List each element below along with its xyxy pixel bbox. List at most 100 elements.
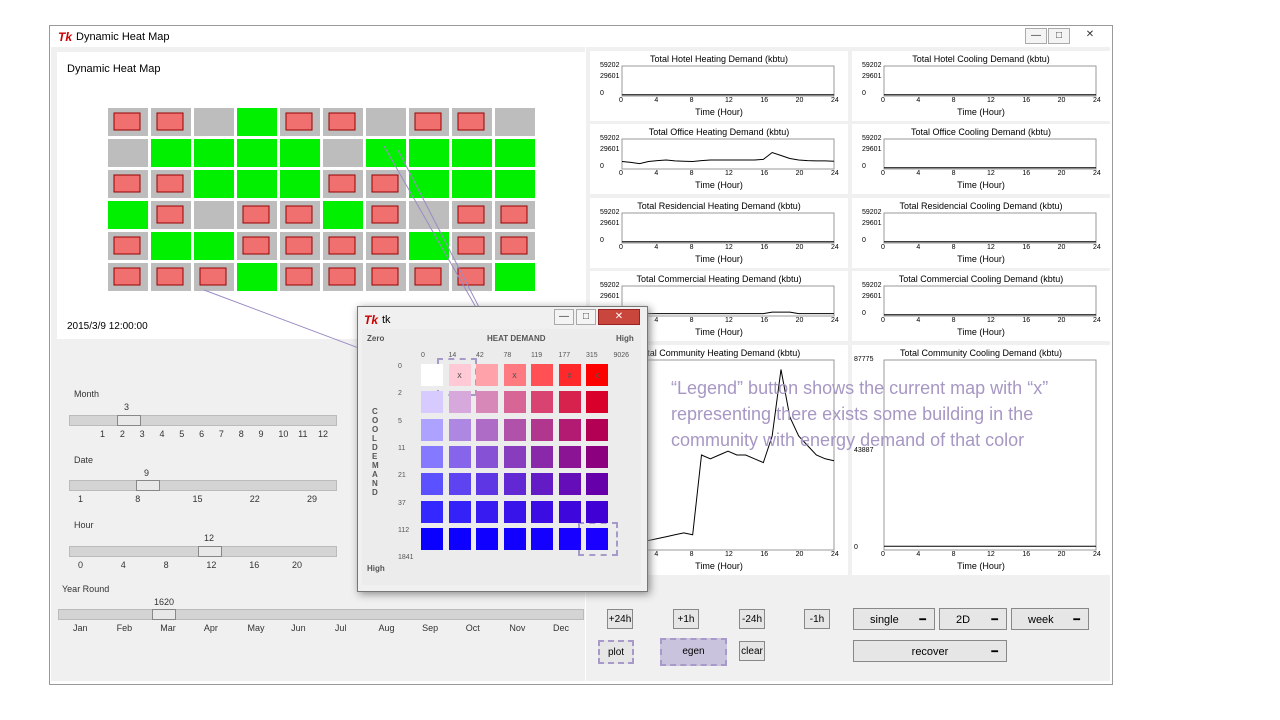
- building-marker: [285, 236, 313, 255]
- building-marker: [285, 205, 313, 224]
- x-tick-label: 20: [1057, 170, 1066, 177]
- legend-color-cell: [586, 445, 608, 468]
- plus-1h-button[interactable]: +1h: [673, 609, 699, 629]
- chart-plot: [621, 65, 835, 97]
- chart-plot: [621, 212, 835, 244]
- hour-slider-thumb[interactable]: [198, 546, 222, 557]
- dimension-dropdown[interactable]: 2D ━: [939, 608, 1007, 630]
- x-tick-label: 0: [881, 97, 885, 104]
- cool-tick-label: 5: [398, 417, 402, 425]
- maximize-button[interactable]: □: [1048, 28, 1070, 44]
- slider-tick-label: 6: [199, 429, 205, 439]
- x-tick-label: 8: [689, 170, 694, 177]
- y-tick-label: 29601: [600, 73, 620, 80]
- legend-maximize-button[interactable]: □: [576, 309, 596, 325]
- minus-24h-button[interactable]: -24h: [739, 609, 765, 629]
- slider-tick-label: 22: [249, 494, 260, 504]
- date-slider[interactable]: [69, 480, 337, 491]
- minimize-button[interactable]: —: [1025, 28, 1047, 44]
- slider-tick-label: 8: [135, 494, 141, 504]
- map-block: [108, 201, 148, 229]
- close-button[interactable]: ✕: [1085, 29, 1095, 40]
- slider-tick-label: 15: [192, 494, 203, 504]
- x-tick-label: 8: [689, 97, 694, 104]
- legend-color-cell: [476, 445, 498, 468]
- legend-color-cell: [586, 418, 608, 441]
- mode-dropdown[interactable]: single ━: [853, 608, 935, 630]
- slider-tick-label: Aug: [378, 623, 395, 633]
- tk-logo-icon: Tk: [58, 30, 73, 44]
- building-marker: [328, 267, 356, 286]
- x-axis-label: Time (Hour): [957, 561, 1005, 571]
- slider-tick-label: 1: [78, 494, 84, 504]
- chart-office-cool: Total Office Cooling Demand (kbtu) 0 4 8 12 1…: [852, 124, 1110, 194]
- year-round-slider-thumb[interactable]: [152, 609, 176, 620]
- month-slider[interactable]: [69, 415, 337, 426]
- x-tick-label: 12: [987, 317, 995, 324]
- heat-demand-label: HEAT DEMAND: [487, 334, 546, 343]
- y-tick-label: 59202: [862, 282, 882, 289]
- x-tick-label: 20: [795, 97, 804, 104]
- map-timestamp: 2015/3/9 12:00:00: [67, 321, 148, 332]
- map-block: [194, 232, 234, 260]
- slider-tick-label: 12: [206, 560, 217, 570]
- legend-color-cell: [586, 500, 608, 523]
- y-tick-label: 29601: [600, 293, 620, 300]
- x-tick-label: 20: [795, 317, 804, 324]
- x-tick-label: 0: [619, 244, 623, 251]
- x-tick-label: 4: [654, 170, 659, 177]
- x-tick-label: 16: [1022, 97, 1031, 104]
- x-tick-label: 0: [619, 97, 623, 104]
- legend-zero-label: Zero: [367, 334, 385, 343]
- building-marker: [371, 267, 399, 286]
- legend-close-button[interactable]: ✕: [598, 309, 640, 325]
- legend-minimize-button[interactable]: —: [554, 309, 574, 325]
- y-tick-label: 0: [854, 544, 858, 551]
- plus-24h-button[interactable]: +24h: [607, 609, 633, 629]
- chart-title: Total Commercial Cooling Demand (kbtu): [898, 274, 1064, 284]
- slider-tick-label: Dec: [553, 623, 570, 633]
- legend-color-cell: [531, 500, 553, 523]
- chart-line: [622, 369, 835, 541]
- x-axis-label: Time (Hour): [695, 254, 743, 264]
- y-tick-label: 87775: [854, 356, 874, 363]
- date-slider-thumb[interactable]: [136, 480, 160, 491]
- clear-button[interactable]: clear: [739, 641, 765, 661]
- heat-tick-label: 315: [586, 352, 598, 359]
- hour-value: 12: [204, 533, 215, 543]
- map-block: [237, 170, 277, 198]
- map-block: [194, 201, 234, 229]
- building-marker: [457, 267, 485, 286]
- legend-color-cell: [531, 364, 553, 386]
- recover-dropdown[interactable]: recover ━: [853, 640, 1007, 662]
- legend-window[interactable]: Tk tk — □ ✕ Zero HEAT DEMAND High High C…: [357, 306, 648, 592]
- map-block: [108, 139, 148, 167]
- period-dropdown[interactable]: week ━: [1011, 608, 1089, 630]
- x-axis-label: Time (Hour): [695, 561, 743, 571]
- chart-line: [621, 151, 835, 165]
- legend-window-title: tk: [382, 314, 391, 326]
- y-tick-label: 29601: [600, 146, 620, 153]
- minus-1h-button[interactable]: -1h: [804, 609, 830, 629]
- slider-tick-label: 8: [238, 429, 244, 439]
- cool-tick-label: 0: [398, 363, 402, 370]
- slider-tick-label: 1: [100, 429, 106, 439]
- year-round-slider[interactable]: [58, 609, 584, 620]
- slider-tick-label: Jun: [291, 623, 306, 633]
- legend-button[interactable]: egen: [660, 638, 727, 666]
- map-block: [151, 232, 191, 260]
- y-tick-label: 0: [600, 237, 604, 244]
- legend-annotation: “Legend” button shows the current map wi…: [671, 378, 1049, 450]
- plot-button[interactable]: plot: [598, 640, 634, 664]
- community-heat-map[interactable]: [108, 108, 536, 298]
- legend-color-cell: [558, 418, 581, 441]
- legend-color-cell: [531, 445, 553, 468]
- y-tick-label: 59202: [600, 282, 620, 289]
- month-slider-thumb[interactable]: [117, 415, 141, 426]
- x-tick-label: 20: [1057, 551, 1066, 558]
- x-axis-label: Time (Hour): [695, 107, 743, 117]
- building-marker: [414, 112, 442, 131]
- legend-color-cell: [421, 418, 443, 441]
- month-label: Month: [74, 389, 100, 399]
- map-block: [409, 201, 449, 229]
